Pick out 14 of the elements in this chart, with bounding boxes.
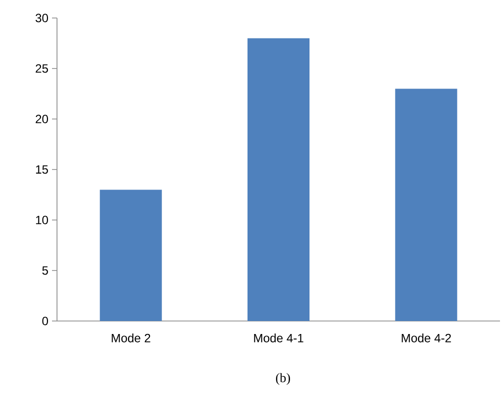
y-tick-label: 25 xyxy=(36,64,48,73)
bar xyxy=(395,88,458,321)
y-tick-label: 30 xyxy=(36,14,48,22)
bar xyxy=(248,38,310,321)
y-tick-label: 5 xyxy=(42,266,48,275)
x-tick-label: Mode 2 xyxy=(112,334,150,342)
bar xyxy=(100,190,162,321)
y-tick-label: 0 xyxy=(42,316,48,326)
y-tick-label: 10 xyxy=(36,216,48,224)
text: (b) xyxy=(276,373,290,385)
y-tick-label: 15 xyxy=(36,165,48,174)
x-tick-label: Mode 4-1 xyxy=(254,334,304,342)
x-tick-label: Mode 4-2 xyxy=(402,334,451,342)
y-tick-label: 20 xyxy=(36,114,48,124)
